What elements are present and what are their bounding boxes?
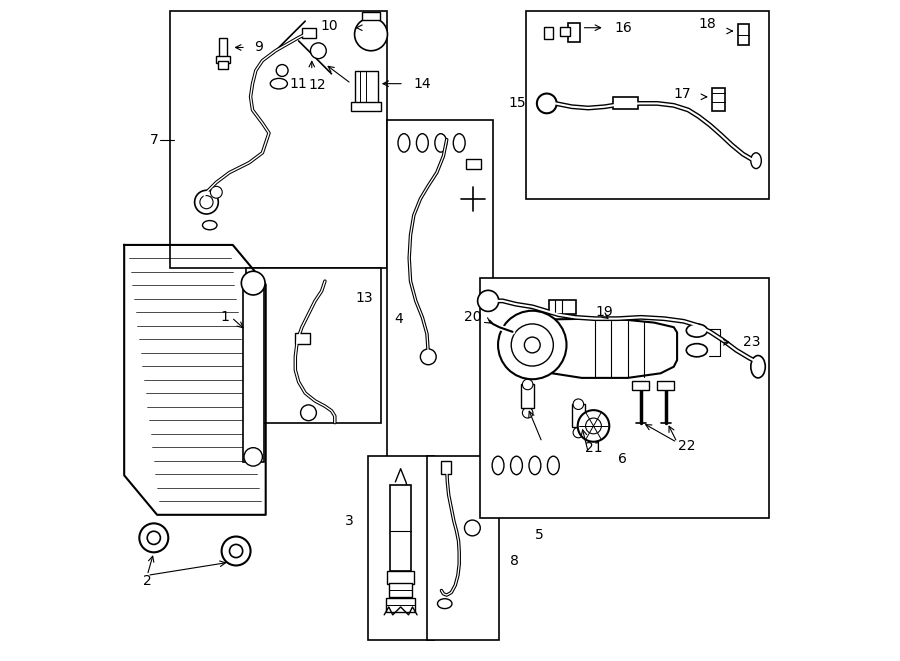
Text: 17: 17 — [673, 87, 691, 100]
Bar — [613, 97, 638, 109]
Bar — [170, 11, 388, 268]
Text: 19: 19 — [596, 305, 614, 319]
Circle shape — [200, 196, 213, 209]
Ellipse shape — [687, 324, 707, 337]
Text: 7: 7 — [149, 133, 158, 147]
Circle shape — [194, 190, 219, 214]
Bar — [390, 485, 411, 570]
Text: 12: 12 — [309, 78, 326, 92]
Bar — [216, 56, 230, 63]
Circle shape — [221, 537, 250, 565]
Bar — [388, 120, 493, 472]
Text: 9: 9 — [255, 40, 264, 54]
Ellipse shape — [751, 153, 761, 169]
Bar — [389, 582, 412, 597]
Circle shape — [211, 186, 222, 198]
Text: 11: 11 — [290, 77, 308, 91]
Ellipse shape — [270, 79, 287, 89]
Text: 10: 10 — [320, 19, 338, 34]
Ellipse shape — [529, 456, 541, 475]
Text: 21: 21 — [585, 441, 602, 455]
Bar — [466, 159, 481, 169]
Bar — [218, 61, 229, 69]
Bar — [569, 23, 580, 42]
Bar — [219, 38, 227, 58]
Bar — [712, 89, 725, 111]
Bar — [243, 284, 264, 462]
Ellipse shape — [492, 456, 504, 475]
Circle shape — [276, 65, 288, 77]
Circle shape — [586, 418, 601, 434]
Circle shape — [573, 399, 583, 409]
Ellipse shape — [454, 134, 465, 152]
Circle shape — [578, 410, 609, 442]
Ellipse shape — [202, 221, 217, 230]
Circle shape — [464, 520, 481, 536]
Ellipse shape — [751, 356, 765, 378]
Polygon shape — [124, 245, 266, 515]
Circle shape — [355, 18, 388, 51]
Bar — [544, 27, 554, 39]
Circle shape — [301, 405, 317, 420]
Circle shape — [140, 524, 168, 553]
Bar — [480, 278, 770, 518]
Text: 3: 3 — [345, 514, 353, 528]
Bar — [363, 12, 380, 20]
Bar — [295, 333, 310, 344]
Text: 8: 8 — [510, 554, 518, 568]
Circle shape — [420, 349, 436, 365]
Text: 2: 2 — [143, 574, 151, 588]
Text: 22: 22 — [679, 439, 696, 453]
Bar — [738, 24, 750, 46]
Circle shape — [525, 337, 540, 353]
Circle shape — [498, 311, 566, 379]
Circle shape — [522, 408, 533, 418]
Bar — [355, 71, 378, 103]
Ellipse shape — [435, 134, 446, 152]
Circle shape — [537, 94, 556, 113]
Bar — [572, 405, 585, 427]
Circle shape — [244, 447, 263, 466]
Circle shape — [148, 531, 160, 545]
Bar — [388, 570, 414, 584]
Circle shape — [241, 271, 265, 295]
Circle shape — [230, 545, 243, 558]
Bar — [549, 299, 576, 314]
Bar — [427, 455, 500, 640]
Text: 15: 15 — [508, 97, 526, 110]
Text: 20: 20 — [464, 310, 482, 325]
Ellipse shape — [437, 599, 452, 609]
Polygon shape — [547, 319, 677, 378]
Ellipse shape — [547, 456, 559, 475]
Bar — [246, 268, 381, 422]
Text: 6: 6 — [617, 452, 626, 466]
Circle shape — [573, 427, 583, 438]
Text: 1: 1 — [220, 310, 230, 325]
Text: 13: 13 — [356, 291, 373, 305]
Bar — [633, 381, 650, 390]
Circle shape — [478, 290, 499, 311]
Bar — [386, 598, 415, 612]
Ellipse shape — [510, 456, 522, 475]
Bar — [302, 28, 317, 38]
Bar — [351, 102, 381, 111]
Bar — [657, 381, 674, 390]
Circle shape — [511, 324, 554, 366]
Text: 5: 5 — [535, 527, 544, 541]
Text: 16: 16 — [615, 20, 633, 35]
Bar — [521, 385, 535, 408]
Text: 14: 14 — [414, 77, 431, 91]
Bar — [441, 461, 451, 474]
Text: 18: 18 — [698, 17, 716, 32]
Ellipse shape — [417, 134, 428, 152]
Ellipse shape — [398, 134, 410, 152]
Bar — [560, 27, 570, 36]
Ellipse shape — [687, 344, 707, 357]
Circle shape — [310, 43, 327, 59]
Bar — [526, 11, 770, 199]
Text: 4: 4 — [394, 312, 403, 326]
Text: 23: 23 — [742, 335, 760, 350]
Circle shape — [522, 379, 533, 390]
Bar — [368, 455, 434, 640]
